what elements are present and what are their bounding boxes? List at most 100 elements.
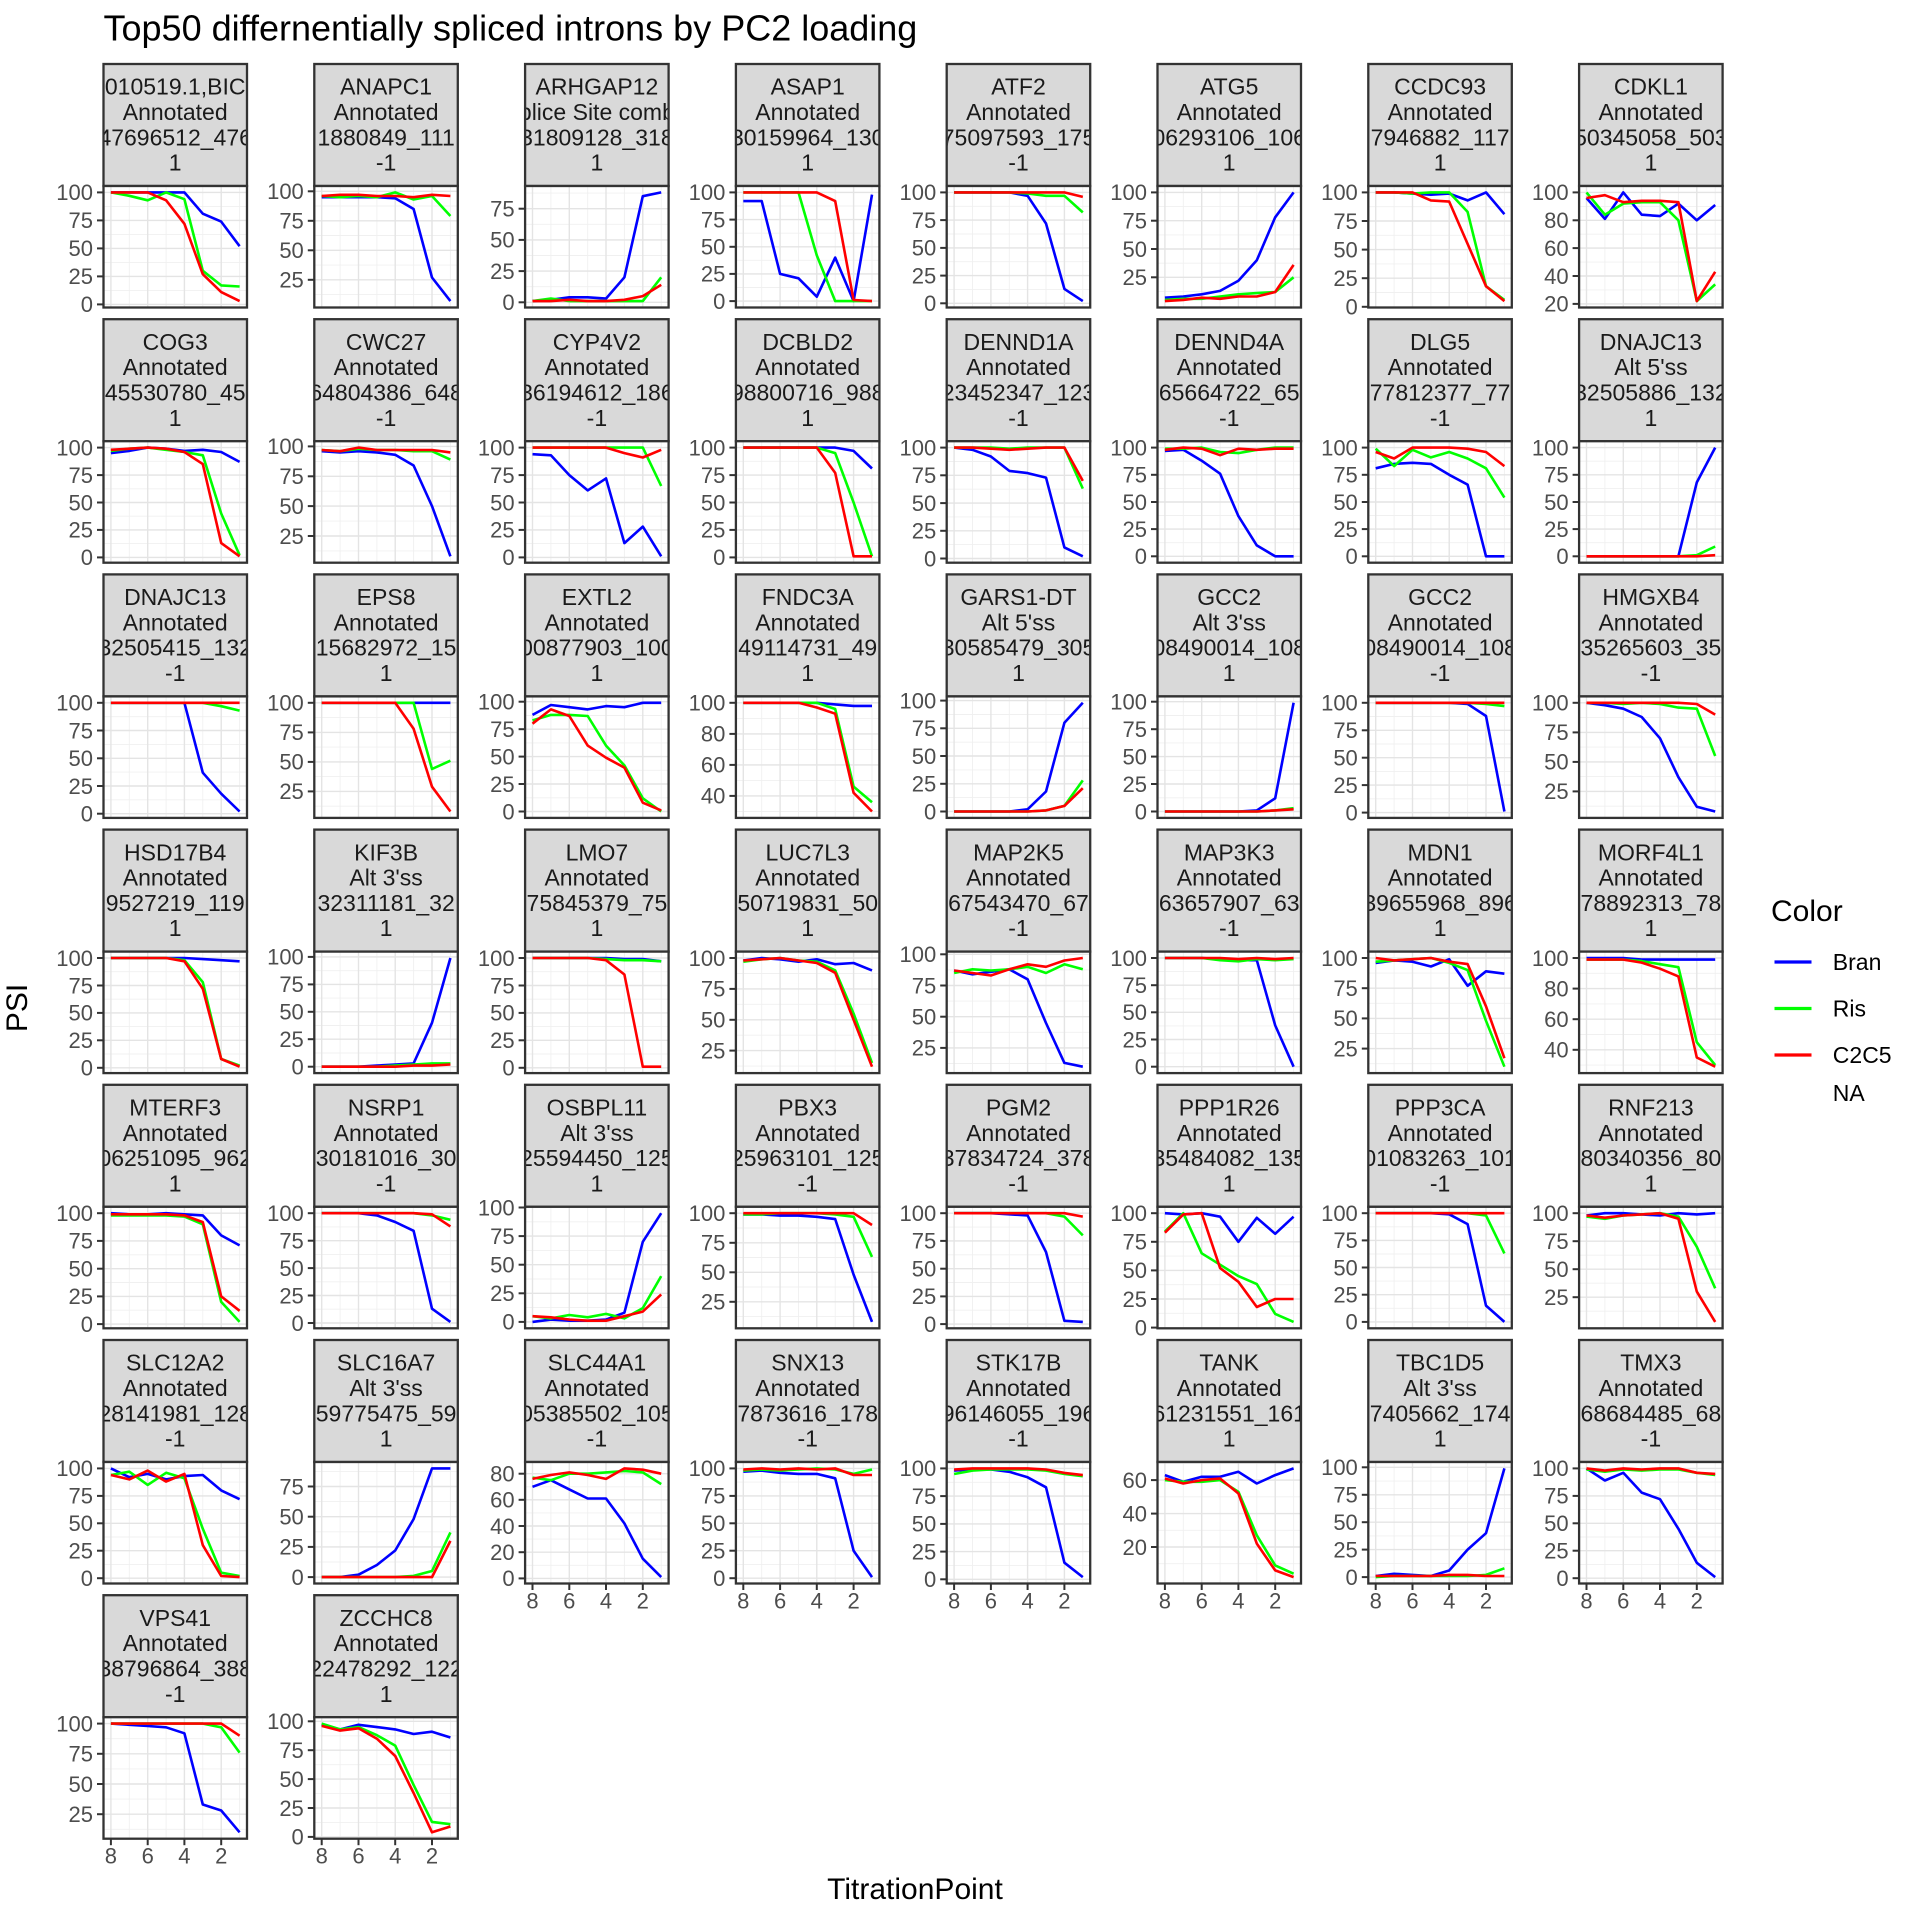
svg-text:-1: -1 bbox=[1430, 1170, 1450, 1196]
svg-text:50: 50 bbox=[69, 746, 93, 771]
svg-text:FNDC3A: FNDC3A bbox=[762, 584, 855, 610]
svg-text:ANAPC1: ANAPC1 bbox=[340, 74, 432, 100]
svg-text:7405662_174: 7405662_174 bbox=[1370, 1400, 1511, 1426]
svg-text:CCDC93: CCDC93 bbox=[1394, 74, 1486, 100]
svg-text:50: 50 bbox=[69, 236, 93, 261]
svg-text:Annotated: Annotated bbox=[123, 609, 228, 635]
svg-text:ASAP1: ASAP1 bbox=[771, 74, 845, 100]
svg-text:0: 0 bbox=[1556, 544, 1568, 569]
svg-text:50: 50 bbox=[490, 228, 514, 253]
svg-text:50: 50 bbox=[1544, 490, 1568, 515]
svg-text:50: 50 bbox=[69, 490, 93, 515]
svg-text:0: 0 bbox=[1346, 544, 1358, 569]
svg-text:25: 25 bbox=[1123, 265, 1147, 290]
svg-text:100: 100 bbox=[1110, 946, 1147, 971]
svg-text:25: 25 bbox=[69, 1539, 93, 1564]
svg-text:80340356_80: 80340356_80 bbox=[1581, 1145, 1722, 1171]
svg-text:50: 50 bbox=[1123, 744, 1147, 769]
svg-text:1: 1 bbox=[169, 405, 182, 431]
svg-text:1: 1 bbox=[380, 660, 393, 686]
svg-text:25: 25 bbox=[701, 1290, 725, 1315]
svg-text:50: 50 bbox=[279, 750, 303, 775]
svg-text:LUC7L3: LUC7L3 bbox=[766, 839, 850, 865]
svg-text:DNAJC13: DNAJC13 bbox=[1600, 329, 1702, 355]
svg-text:1: 1 bbox=[591, 1170, 604, 1196]
svg-text:PBX3: PBX3 bbox=[778, 1095, 837, 1121]
svg-text:100: 100 bbox=[1321, 180, 1358, 205]
svg-text:75: 75 bbox=[1333, 976, 1357, 1001]
svg-text:25: 25 bbox=[1123, 772, 1147, 797]
svg-text:0: 0 bbox=[1346, 295, 1358, 320]
svg-text:100: 100 bbox=[689, 946, 726, 971]
svg-text:50: 50 bbox=[1333, 1006, 1357, 1031]
svg-text:25: 25 bbox=[279, 524, 303, 549]
svg-text:32311181_32: 32311181_32 bbox=[317, 890, 454, 916]
svg-text:100: 100 bbox=[267, 434, 304, 459]
svg-text:60: 60 bbox=[1544, 236, 1568, 261]
svg-text:8: 8 bbox=[526, 1588, 538, 1613]
svg-text:1: 1 bbox=[1223, 660, 1236, 686]
svg-text:01083263_101: 01083263_101 bbox=[1363, 1145, 1517, 1171]
svg-text:25: 25 bbox=[1123, 1027, 1147, 1052]
svg-text:100: 100 bbox=[267, 691, 304, 716]
svg-text:Alt 3'ss: Alt 3'ss bbox=[1192, 609, 1265, 635]
svg-text:ATF2: ATF2 bbox=[991, 74, 1046, 100]
svg-text:8: 8 bbox=[316, 1844, 328, 1869]
svg-text:Annotated: Annotated bbox=[334, 354, 439, 380]
svg-text:SNX13: SNX13 bbox=[771, 1350, 844, 1376]
svg-text:-1: -1 bbox=[1641, 660, 1661, 686]
svg-text:75: 75 bbox=[279, 720, 303, 745]
svg-text:0: 0 bbox=[924, 799, 936, 824]
svg-text:8: 8 bbox=[1159, 1588, 1171, 1613]
svg-text:1: 1 bbox=[380, 915, 393, 941]
svg-text:8: 8 bbox=[948, 1588, 960, 1613]
svg-text:HSD17B4: HSD17B4 bbox=[124, 839, 226, 865]
svg-text:32505886_132: 32505886_132 bbox=[1574, 380, 1728, 406]
svg-text:8: 8 bbox=[105, 1844, 117, 1869]
svg-text:SLC44A1: SLC44A1 bbox=[548, 1350, 646, 1376]
svg-text:25: 25 bbox=[912, 1036, 936, 1061]
svg-text:50: 50 bbox=[490, 490, 514, 515]
svg-text:25: 25 bbox=[69, 1802, 93, 1827]
svg-text:30159964_130: 30159964_130 bbox=[731, 124, 885, 150]
svg-text:Alt 3'ss: Alt 3'ss bbox=[560, 1120, 633, 1146]
svg-text:-1: -1 bbox=[165, 1681, 185, 1707]
svg-text:0: 0 bbox=[292, 1565, 304, 1590]
svg-text:TMX3: TMX3 bbox=[1620, 1350, 1681, 1376]
svg-text:100: 100 bbox=[56, 180, 93, 205]
svg-text:50: 50 bbox=[1333, 1255, 1357, 1280]
svg-text:Annotated: Annotated bbox=[544, 865, 649, 891]
svg-text:75: 75 bbox=[69, 973, 93, 998]
svg-text:50: 50 bbox=[279, 238, 303, 263]
svg-text:1: 1 bbox=[801, 405, 814, 431]
svg-text:75: 75 bbox=[912, 463, 936, 488]
svg-text:2: 2 bbox=[1691, 1588, 1703, 1613]
svg-text:100: 100 bbox=[1321, 946, 1358, 971]
svg-text:STK17B: STK17B bbox=[976, 1350, 1062, 1376]
svg-text:Annotated: Annotated bbox=[334, 1630, 439, 1656]
svg-text:50: 50 bbox=[1123, 490, 1147, 515]
svg-text:75845379_75: 75845379_75 bbox=[527, 890, 668, 916]
svg-text:Annotated: Annotated bbox=[1598, 1120, 1703, 1146]
svg-text:50: 50 bbox=[1123, 1258, 1147, 1283]
svg-text:0: 0 bbox=[292, 1311, 304, 1336]
svg-text:4: 4 bbox=[811, 1588, 823, 1613]
svg-text:Annotated: Annotated bbox=[1388, 99, 1493, 125]
svg-text:25: 25 bbox=[69, 264, 93, 289]
svg-text:75: 75 bbox=[69, 1229, 93, 1254]
svg-text:1880849_111: 1880849_111 bbox=[317, 124, 454, 150]
svg-text:61231551_161: 61231551_161 bbox=[1152, 1400, 1306, 1426]
svg-text:Annotated: Annotated bbox=[755, 865, 860, 891]
svg-text:TBC1D5: TBC1D5 bbox=[1396, 1350, 1484, 1376]
svg-text:80: 80 bbox=[490, 1462, 514, 1487]
svg-text:25: 25 bbox=[1333, 1036, 1357, 1061]
svg-text:1: 1 bbox=[169, 1170, 182, 1196]
svg-text:4: 4 bbox=[1443, 1588, 1455, 1613]
svg-text:GCC2: GCC2 bbox=[1408, 584, 1472, 610]
svg-text:25: 25 bbox=[912, 1284, 936, 1309]
svg-text:1: 1 bbox=[1223, 1426, 1236, 1452]
svg-text:38796864_388: 38796864_388 bbox=[98, 1656, 252, 1682]
svg-text:100: 100 bbox=[1321, 1201, 1358, 1226]
svg-text:NSRP1: NSRP1 bbox=[348, 1095, 425, 1121]
svg-text:0: 0 bbox=[292, 1055, 304, 1080]
